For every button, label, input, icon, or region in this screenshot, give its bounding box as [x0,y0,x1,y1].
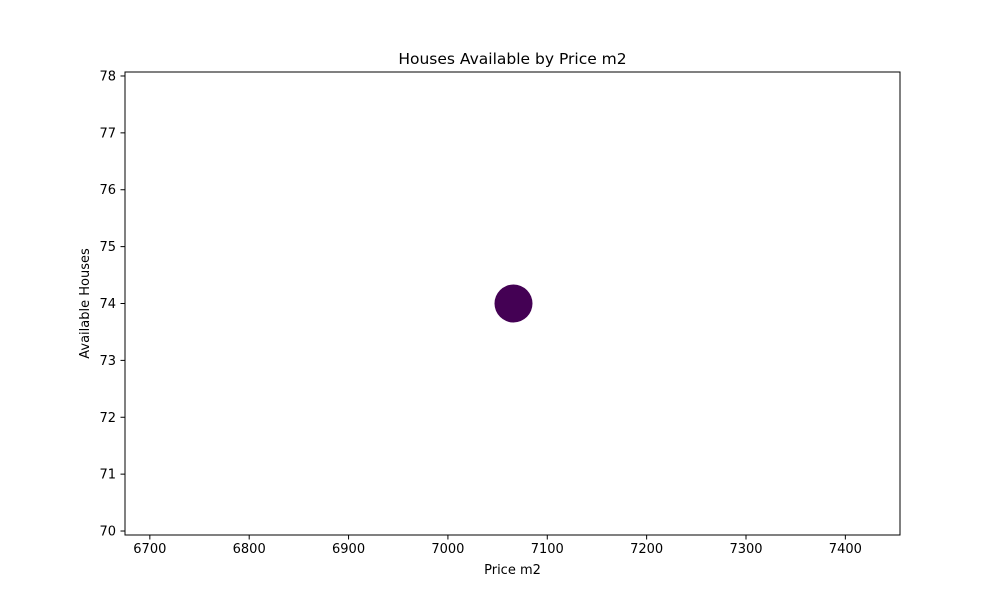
x-tick-label: 7000 [431,542,464,557]
x-tick-label: 7200 [630,542,663,557]
x-tick-label: 7100 [531,542,564,557]
y-tick-label: 76 [99,183,116,198]
data-point [494,284,533,323]
chart-title: Houses Available by Price m2 [398,50,626,68]
y-tick-label: 72 [99,411,116,426]
y-axis-label: Available Houses [78,248,93,359]
points-layer [494,284,533,323]
x-tick-label: 6800 [233,542,266,557]
x-axis-ticks: 6700 6800 6900 7000 7100 7200 7300 7400 [133,535,862,557]
x-tick-label: 6900 [332,542,365,557]
y-tick-label: 73 [99,354,116,369]
x-tick-label: 6700 [133,542,166,557]
y-tick-label: 70 [99,525,116,540]
y-tick-label: 78 [99,69,116,84]
x-tick-label: 7400 [829,542,862,557]
plot-area [124,71,901,536]
y-tick-label: 74 [99,297,116,312]
y-tick-label: 71 [99,468,116,483]
y-tick-label: 75 [99,240,116,255]
y-tick-label: 77 [99,126,116,141]
x-tick-label: 7300 [729,542,762,557]
x-axis-label: Price m2 [484,563,541,578]
y-axis-ticks: 70 71 72 73 74 75 76 77 78 [99,69,125,540]
